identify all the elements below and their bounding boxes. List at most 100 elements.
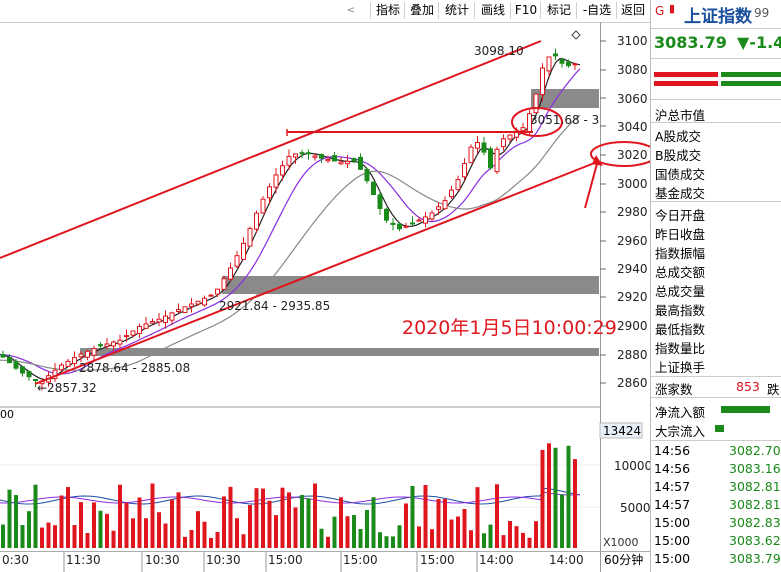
- price-tick: 2920: [617, 290, 648, 304]
- time-axis: 0:30 11:30 10:30 10:30 15:00 15:00 15:00…: [2, 553, 584, 567]
- advancers-count: 853: [736, 379, 760, 394]
- time-tick: 10:30: [206, 553, 241, 567]
- candle-body: [13, 361, 19, 369]
- candle-body: [449, 189, 454, 198]
- price-tick: 2880: [617, 348, 648, 362]
- toolbar-back-button[interactable]: 返回: [616, 2, 649, 19]
- tick-time: 15:00: [654, 515, 691, 530]
- tick-time: 14:57: [654, 497, 691, 512]
- volume-tag: 00: [0, 408, 14, 421]
- tick-row: 14:57 3082.81: [654, 497, 781, 516]
- candlestick-chart[interactable]: 3100 3080 3060 3040 3020 3000 2980 2960 …: [0, 22, 650, 572]
- price-tick: 2900: [617, 319, 648, 333]
- time-tick: 15:00: [268, 553, 303, 567]
- time-tick: 14:00: [479, 553, 514, 567]
- chart-toolbar: < 指标 叠加 统计 画线 F10 标记 -自选 返回: [0, 0, 650, 23]
- volume-bar: [209, 537, 213, 548]
- stat-label: 最高指数: [655, 303, 706, 318]
- volume-bar: [475, 487, 480, 548]
- volume-bar: [222, 496, 226, 548]
- candle-body: [416, 219, 422, 222]
- candle-body: [507, 134, 513, 140]
- toolbar-f10-button[interactable]: F10: [510, 2, 541, 19]
- volume-bar: [53, 525, 57, 548]
- stat-label: 基金成交: [655, 186, 706, 201]
- tick-time: 14:56: [654, 443, 691, 458]
- volume-bar: [14, 495, 18, 548]
- toolbar-overlay-button[interactable]: 叠加: [404, 2, 439, 19]
- volume-bar: [521, 532, 525, 548]
- tick-row: 14:56 3083.16: [654, 461, 781, 480]
- volume-bar: [254, 488, 259, 548]
- volume-bar: [267, 500, 272, 548]
- volume-bar: [326, 536, 330, 548]
- candle-body: [540, 67, 545, 96]
- volume-bar: [33, 484, 38, 548]
- candle-body: [377, 194, 383, 209]
- tick-time: 15:00: [654, 533, 691, 548]
- time-tick: 14:00: [549, 553, 584, 567]
- stat-label: 国债成交: [655, 167, 706, 182]
- volume-bar: [163, 523, 168, 548]
- price-tick: 3080: [617, 63, 648, 77]
- volume-bar: [66, 487, 70, 548]
- candle-body: [241, 242, 246, 260]
- volume-bar: [540, 449, 545, 548]
- volume-bar: [313, 483, 317, 548]
- candle-body: [234, 255, 240, 267]
- volume-bar: [196, 511, 200, 548]
- down-ratio-bar: [721, 72, 781, 77]
- time-tick: 0:30: [2, 553, 29, 567]
- high-label: 3098.10: [474, 44, 524, 58]
- volume-bar: [352, 515, 356, 548]
- candle-body: [397, 223, 402, 230]
- candle-body: [182, 306, 188, 313]
- volume-bar: [137, 497, 142, 548]
- candle-body: [7, 357, 12, 364]
- ma-line: [0, 114, 581, 372]
- volume-bar: [430, 529, 434, 548]
- stat-label: 总成交额: [655, 265, 706, 280]
- volume-bar: [397, 525, 402, 548]
- toolbar-stats-button[interactable]: 统计: [438, 2, 475, 19]
- volume-bar: [449, 519, 454, 548]
- volume-bar: [378, 532, 382, 548]
- toolbar-mark-button[interactable]: 标记: [540, 2, 577, 19]
- volume-bar: [280, 487, 285, 548]
- index-name: 上证指数: [684, 7, 752, 27]
- toolbar-indicator-button[interactable]: 指标: [370, 2, 405, 19]
- volume-tick: 5000: [620, 501, 650, 515]
- price-tick: 2940: [617, 262, 648, 276]
- toolbar-watchlist-button[interactable]: -自选: [576, 2, 617, 19]
- volume-bar: [443, 499, 447, 548]
- candle-body: [273, 174, 279, 188]
- arrow-line-icon: [584, 159, 599, 209]
- volume-bar: [573, 459, 577, 548]
- volume-bar: [7, 489, 12, 548]
- candle-body: [520, 127, 526, 132]
- more-arrow-icon[interactable]: <: [346, 5, 356, 16]
- volume-bar: [358, 529, 363, 548]
- last-price: 3083.79: [654, 33, 727, 52]
- volume-bar: [131, 518, 135, 548]
- annotation-timestamp: 2020年1月5日10:00:29: [402, 317, 617, 339]
- candle-body: [72, 357, 77, 365]
- volume-bar: [176, 492, 181, 548]
- candle-body: [137, 325, 142, 334]
- stat-label: 今日开盘: [655, 208, 706, 223]
- price-tick: 3020: [617, 148, 648, 162]
- volume-bar: [157, 512, 161, 548]
- candle-body: [280, 165, 285, 176]
- stat-label: A股成交: [655, 129, 702, 144]
- tick-row: 15:00 3083.79: [654, 551, 781, 570]
- volume-bar: [553, 447, 558, 548]
- tick-price: 3082.81: [729, 479, 781, 494]
- period-label: 60分钟: [604, 552, 643, 567]
- candle-body: [150, 321, 155, 324]
- volume-bar: [404, 503, 408, 548]
- candle-body: [26, 371, 32, 378]
- candle-body: [325, 159, 331, 162]
- stat-label: 指数振幅: [655, 246, 706, 261]
- toolbar-draw-button[interactable]: 画线: [474, 2, 511, 19]
- candle-body: [65, 360, 71, 367]
